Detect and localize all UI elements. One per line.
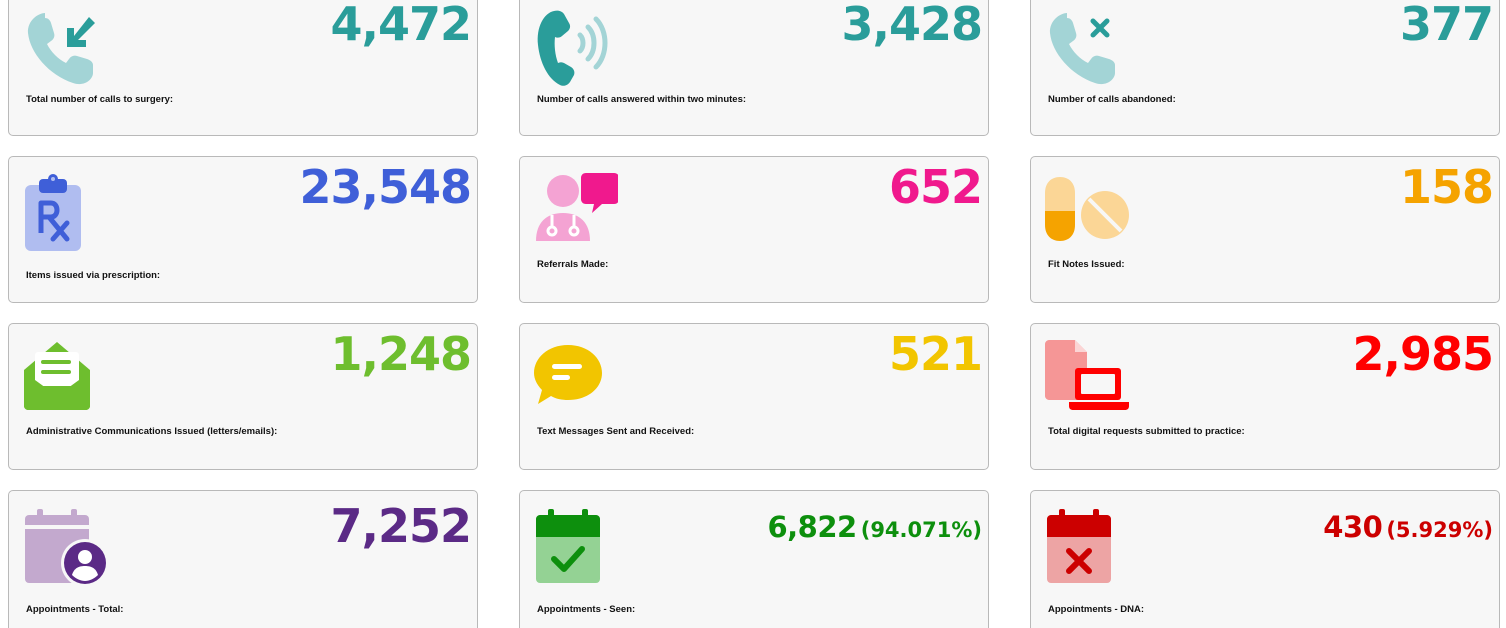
- stat-card-appointments-total: 7,252 Appointments - Total:: [8, 490, 478, 628]
- stat-label: Referrals Made:: [537, 259, 609, 270]
- stat-label: Items issued via prescription:: [26, 270, 161, 281]
- stat-value: 521: [888, 327, 983, 381]
- stat-label: Number of calls abandoned:: [1048, 94, 1176, 105]
- stat-card-appointments-dna: 430 (5.929%) Appointments - DNA:: [1030, 490, 1500, 628]
- stat-label: Appointments - DNA:: [1048, 604, 1145, 615]
- envelope-letter-icon: [23, 340, 107, 424]
- stat-value: 377: [1399, 0, 1494, 51]
- stat-card-appointments-seen: 6,822 (94.071%) Appointments - Seen:: [519, 490, 989, 628]
- stat-value: 6,822 (94.071%): [767, 513, 982, 542]
- appointments-seen-count: 6,822: [767, 510, 857, 544]
- calendar-cross-icon: [1045, 507, 1129, 591]
- stat-value: 3,428: [841, 0, 983, 51]
- stat-value: 7,252: [330, 499, 472, 553]
- stat-value: 652: [888, 160, 983, 214]
- incoming-call-icon: [23, 5, 107, 89]
- stat-value: 2,985: [1352, 327, 1494, 381]
- stat-card-referrals: 652 Referrals Made:: [519, 156, 989, 303]
- stat-value: 158: [1399, 160, 1494, 214]
- appointments-dna-percentage: (5.929%): [1386, 518, 1493, 542]
- appointments-dna-count: 430: [1323, 510, 1383, 544]
- stat-card-digital-requests: 2,985 Total digital requests submitted t…: [1030, 323, 1500, 470]
- stat-card-prescription-items: 23,548 Items issued via prescription:: [8, 156, 478, 303]
- prescription-clipboard-icon: [23, 173, 107, 257]
- stat-label: Total digital requests submitted to prac…: [1048, 426, 1245, 437]
- stat-value: 23,548: [299, 160, 472, 214]
- stat-card-fit-notes: 158 Fit Notes Issued:: [1030, 156, 1500, 303]
- stat-card-text-messages: 521 Text Messages Sent and Received:: [519, 323, 989, 470]
- stat-label: Appointments - Seen:: [537, 604, 636, 615]
- stat-label: Appointments - Total:: [26, 604, 124, 615]
- doctor-chat-icon: [534, 173, 618, 257]
- stat-card-calls-abandoned: 377 Number of calls abandoned:: [1030, 0, 1500, 136]
- stat-value: 430 (5.929%): [1323, 513, 1493, 542]
- speech-bubble-icon: [534, 340, 618, 424]
- stat-card-total-calls: 4,472 Total number of calls to surgery:: [8, 0, 478, 136]
- stat-label: Total number of calls to surgery:: [26, 94, 174, 105]
- stat-card-calls-answered: 3,428 Number of calls answered within tw…: [519, 0, 989, 136]
- missed-call-icon: [1045, 5, 1129, 89]
- appointments-seen-percentage: (94.071%): [860, 518, 982, 542]
- stat-label: Fit Notes Issued:: [1048, 259, 1125, 270]
- stat-value: 4,472: [330, 0, 472, 51]
- document-laptop-icon: [1045, 340, 1129, 424]
- stat-label: Administrative Communications Issued (le…: [26, 426, 278, 437]
- pills-icon: [1045, 173, 1129, 257]
- calendar-check-icon: [534, 507, 618, 591]
- stat-card-admin-comms: 1,248 Administrative Communications Issu…: [8, 323, 478, 470]
- stat-label: Text Messages Sent and Received:: [537, 426, 695, 437]
- calendar-user-icon: [23, 507, 107, 591]
- stat-label: Number of calls answered within two minu…: [537, 94, 747, 105]
- phone-ringing-icon: [534, 5, 618, 89]
- stat-value: 1,248: [330, 327, 472, 381]
